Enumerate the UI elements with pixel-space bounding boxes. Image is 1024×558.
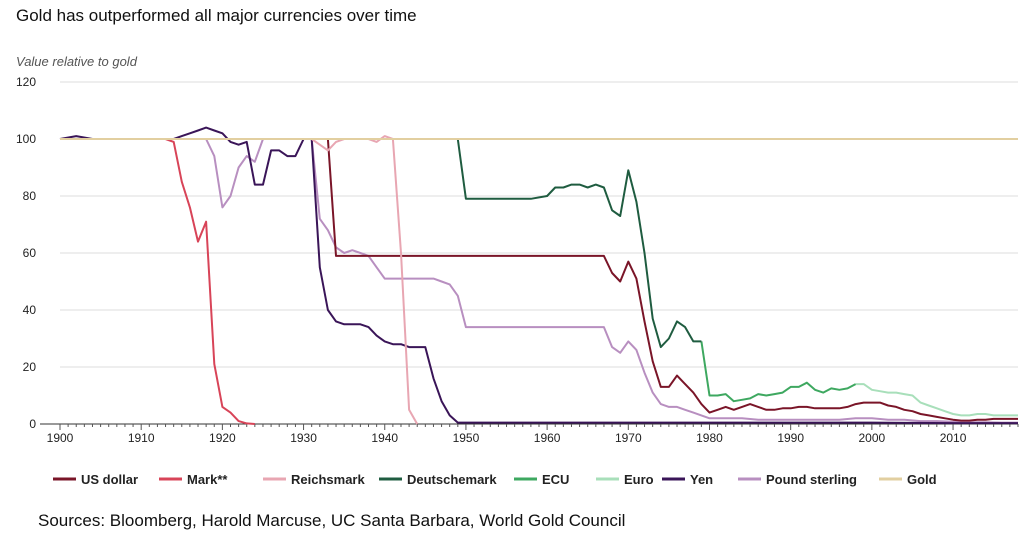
y-axis-ticks: 0 20 40 60 80 100 120 xyxy=(16,75,36,431)
x-tick-label-1980: 1980 xyxy=(696,431,723,445)
x-axis: 1900 1910 1920 1930 1940 1950 1960 1970 1980 1990… xyxy=(40,423,1019,445)
x-tick-label-1960: 1960 xyxy=(534,431,561,445)
y-tick-label-120: 120 xyxy=(16,75,36,89)
x-tick-label-1910: 1910 xyxy=(128,431,155,445)
x-tick-label-1930: 1930 xyxy=(290,431,317,445)
x-tick-label-2010: 2010 xyxy=(940,431,967,445)
y-tick-label-80: 80 xyxy=(23,189,37,203)
x-tick-label-1940: 1940 xyxy=(371,431,398,445)
series-line-reichsmark xyxy=(254,135,419,425)
x-tick-label-1970: 1970 xyxy=(615,431,642,445)
legend-label-ecu: ECU xyxy=(542,472,569,487)
series-line-ecu xyxy=(700,341,857,403)
legend-label-mark: Mark** xyxy=(187,472,228,487)
y-tick-label-40: 40 xyxy=(23,303,37,317)
series-line-mark xyxy=(60,138,255,425)
series-line-us-dollar xyxy=(60,138,1018,422)
x-tick-label-1950: 1950 xyxy=(453,431,480,445)
sources-note: Sources: Bloomberg, Harold Marcuse, UC S… xyxy=(38,511,626,530)
y-tick-label-0: 0 xyxy=(29,417,36,431)
x-tick-label-2000: 2000 xyxy=(859,431,886,445)
line-chart: 0 20 40 60 80 100 120 1900 1910 1920 1930 1940 1950… xyxy=(16,75,1019,487)
legend-label-reichsmark: Reichsmark xyxy=(291,472,365,487)
y-axis-label: Value relative to gold xyxy=(16,54,137,69)
legend: US dollar Mark** Reichsmark Deutschemark ECU… xyxy=(53,472,937,487)
legend-label-pound-sterling: Pound sterling xyxy=(766,472,857,487)
legend-label-yen: Yen xyxy=(690,472,713,487)
y-tick-label-20: 20 xyxy=(23,360,37,374)
x-tick-label-1920: 1920 xyxy=(209,431,236,445)
series-line-pound-sterling xyxy=(60,138,1018,424)
legend-label-euro: Euro xyxy=(624,472,654,487)
y-tick-label-100: 100 xyxy=(16,132,36,146)
series-line-yen xyxy=(59,126,1018,425)
chart-title: Gold has outperformed all major currenci… xyxy=(16,6,417,25)
legend-label-us-dollar: US dollar xyxy=(81,472,138,487)
x-tick-label-1900: 1900 xyxy=(47,431,74,445)
series-lines xyxy=(59,126,1018,425)
y-tick-label-60: 60 xyxy=(23,246,37,260)
gridlines xyxy=(60,81,1018,368)
series-line-euro xyxy=(855,383,1018,417)
legend-label-gold: Gold xyxy=(907,472,937,487)
x-tick-label-1990: 1990 xyxy=(777,431,804,445)
series-line-deutschemark xyxy=(449,138,702,349)
legend-label-deutschemark: Deutschemark xyxy=(407,472,497,487)
